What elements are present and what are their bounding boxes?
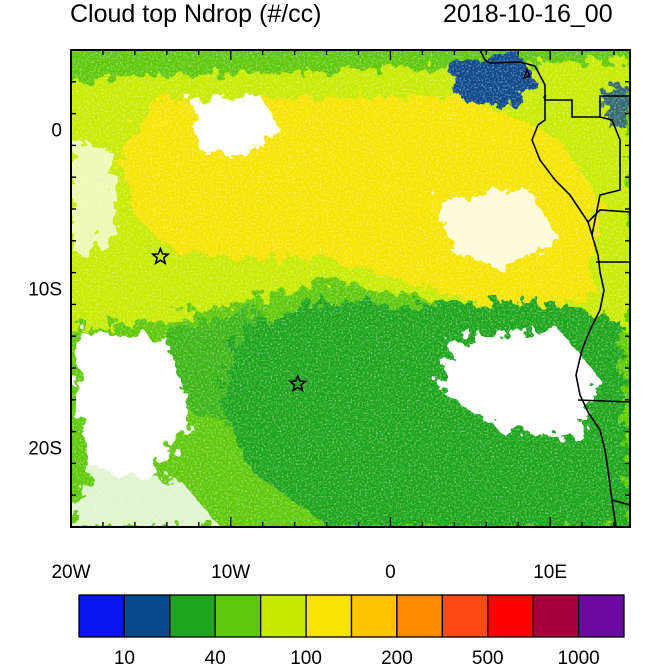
colorbar-swatch <box>352 595 397 637</box>
colorbar-swatch <box>170 595 215 637</box>
colorbar-swatch <box>215 595 260 637</box>
colorbar-swatch <box>79 595 124 637</box>
colorbar-label: 40 <box>205 648 226 667</box>
y-tick-label: 20S <box>28 439 62 460</box>
colorbar-label: 500 <box>472 648 504 667</box>
x-tick-label: 10E <box>533 562 567 583</box>
colorbar-label: 100 <box>290 648 322 667</box>
y-tick-label: 10S <box>28 280 62 301</box>
ndrop-field <box>60 50 630 527</box>
colorbar-label: 10 <box>114 648 135 667</box>
colorbar: 10 40 100 200 500 1000 <box>79 595 624 667</box>
y-tick-label: 0 <box>51 121 62 142</box>
colorbar-label: 200 <box>381 648 413 667</box>
colorbar-swatch <box>488 595 533 637</box>
x-tick-label: 0 <box>385 562 396 583</box>
colorbar-label: 1000 <box>557 648 599 667</box>
x-tick-label: 10W <box>211 562 250 583</box>
colorbar-swatch <box>533 595 578 637</box>
colorbar-swatch <box>124 595 169 637</box>
colorbar-swatch <box>579 595 624 637</box>
colorbar-swatch <box>306 595 351 637</box>
x-tick-label: 20W <box>51 562 90 583</box>
colorbar-swatch <box>261 595 306 637</box>
colorbar-swatch <box>442 595 487 637</box>
colorbar-swatch <box>397 595 442 637</box>
